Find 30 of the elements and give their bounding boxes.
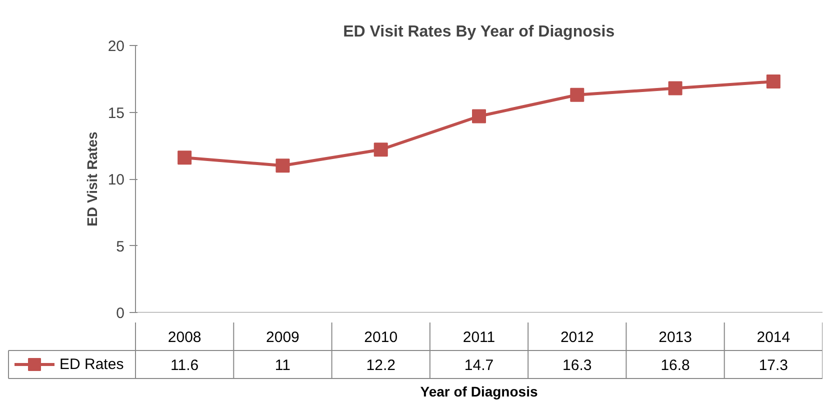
point: [570, 88, 584, 102]
x-tick-label: 2014: [756, 329, 790, 346]
x-tick-label: 2010: [364, 329, 398, 346]
x-tick-label: 2012: [560, 329, 594, 346]
point: [472, 109, 486, 124]
point: [668, 81, 682, 96]
data-label: 14.7: [464, 357, 494, 374]
legend-label: ED Rates: [60, 356, 124, 373]
y-tick-label: 0: [116, 305, 124, 322]
point: [276, 158, 290, 173]
data-label: 12.2: [366, 357, 396, 374]
data-label: 17.3: [758, 357, 788, 374]
x-tick-label: 2011: [462, 329, 496, 346]
data-label: 11: [274, 357, 291, 374]
data-label: 16.3: [562, 357, 592, 374]
x-axis-title: Year of Diagnosis: [420, 384, 538, 400]
chart-title: ED Visit Rates By Year of Diagnosis: [343, 24, 615, 40]
x-tick-label: 2008: [168, 329, 202, 346]
data-label: 11.6: [170, 357, 199, 374]
y-tick-label: 10: [108, 172, 125, 188]
data-label: 16.8: [660, 357, 690, 374]
y-tick-label: 15: [108, 104, 125, 122]
x-tick-label: 2009: [266, 329, 300, 346]
point: [766, 74, 780, 89]
point: [178, 150, 192, 165]
y-axis-title: ED Visit Rates: [84, 131, 100, 226]
point: [374, 142, 388, 157]
y-tick-label: 5: [116, 238, 124, 256]
y-tick-label: 20: [108, 38, 125, 55]
x-tick-label: 2013: [658, 329, 692, 346]
